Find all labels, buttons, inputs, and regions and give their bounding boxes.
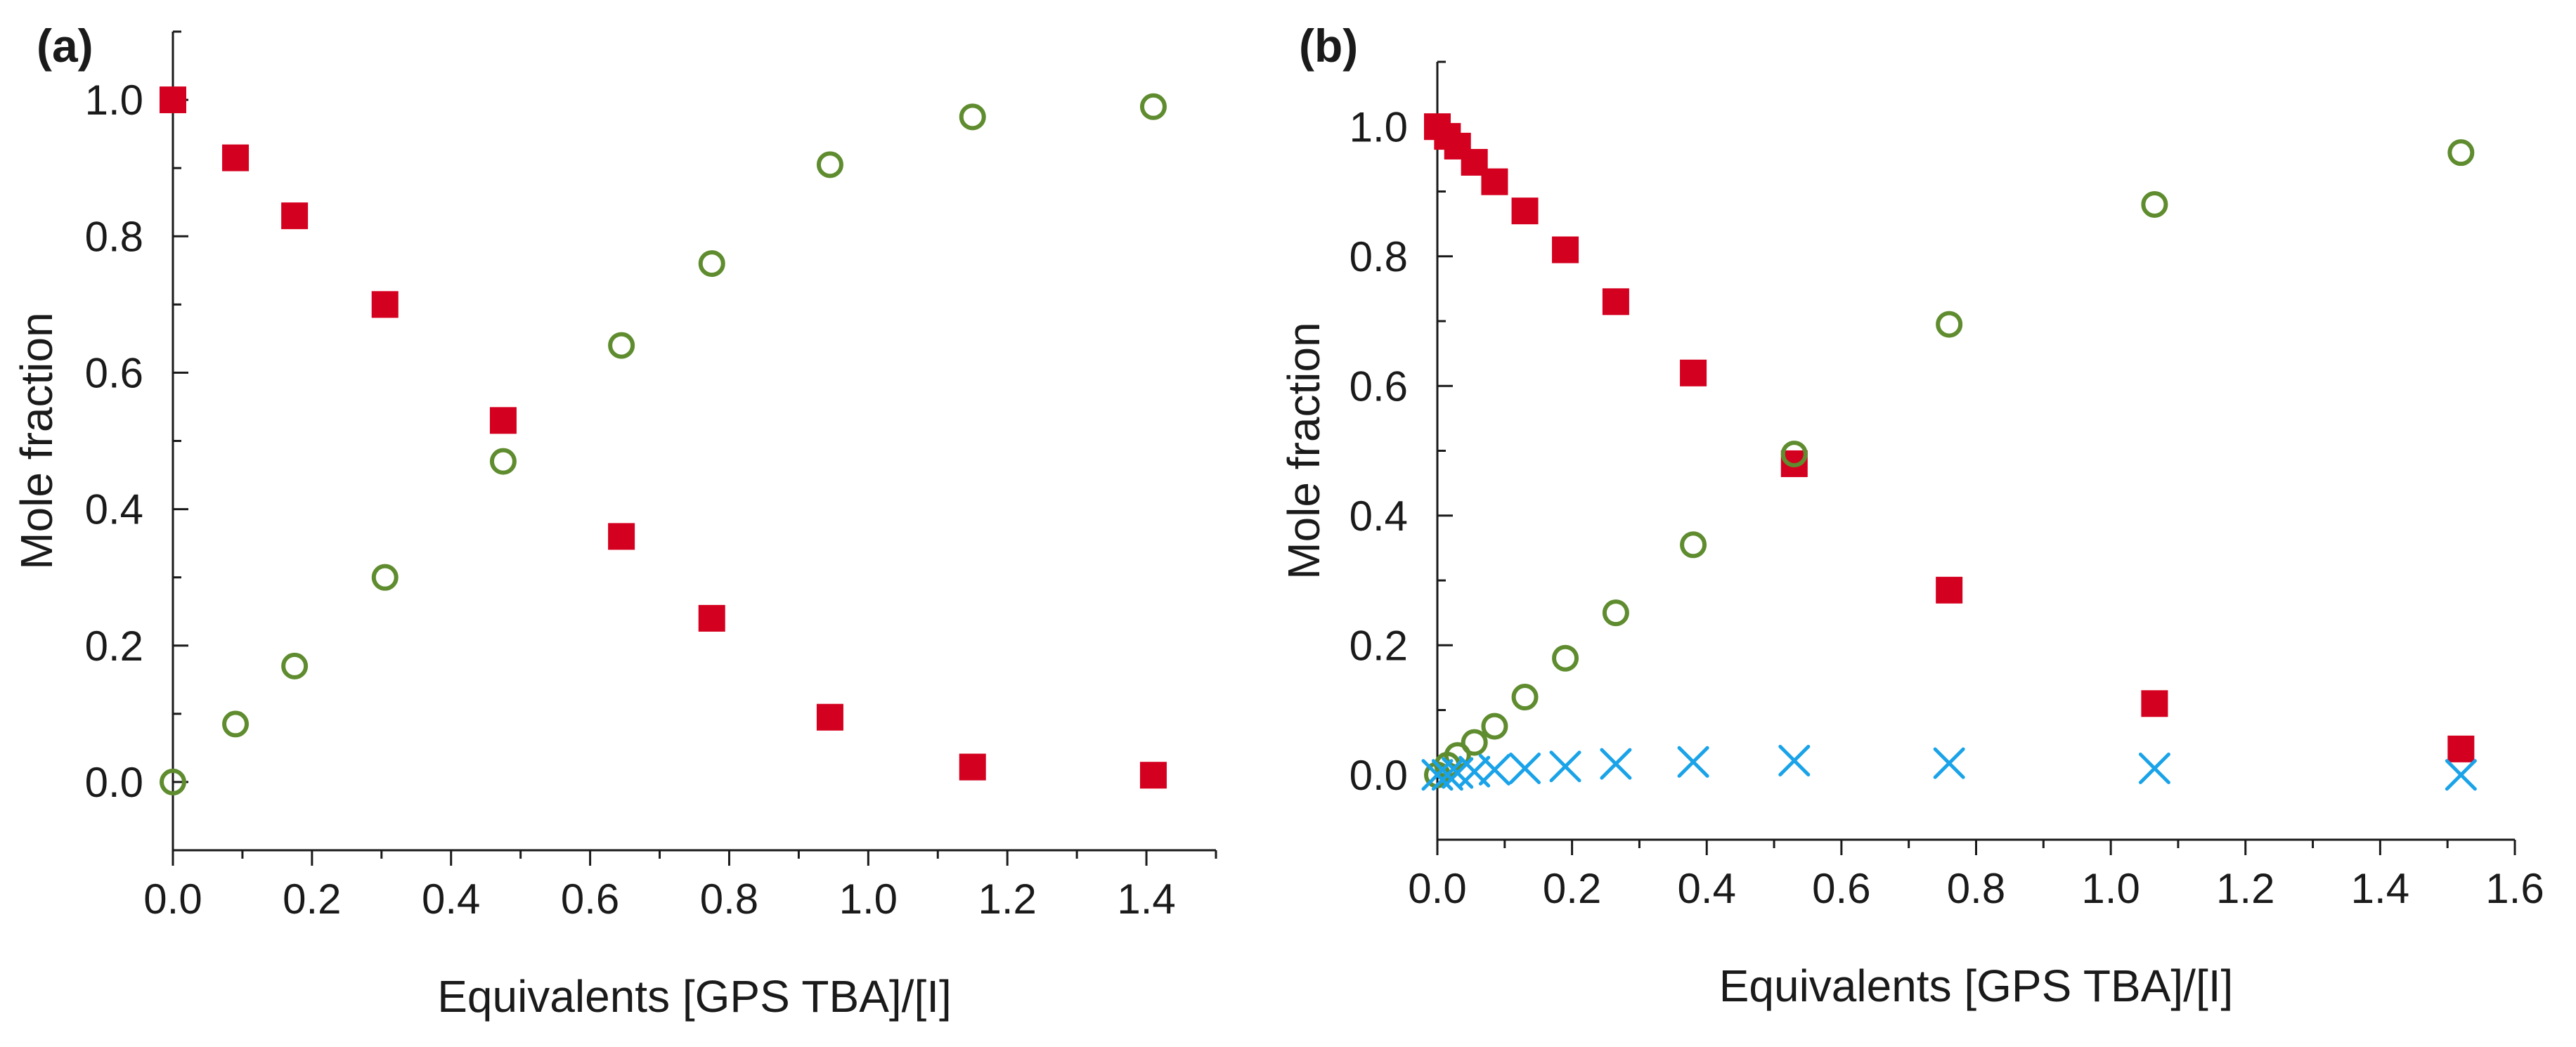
y-tick-label: 0.0 [85,759,143,806]
data-point-cross [1778,744,1811,776]
data-point-circle [816,151,843,178]
data-point-square [1511,197,1539,225]
data-point-cross [1478,753,1510,786]
data-point-square [1139,762,1167,789]
series-cross [1421,744,2477,791]
data-point-circle [371,564,399,591]
data-point-square [959,753,986,781]
data-point-circle [281,652,309,679]
data-point-square [698,604,725,632]
data-point-square [281,202,309,230]
data-point-square [816,703,843,731]
data-point-square [2447,735,2475,762]
data-point-square [222,144,250,171]
y-tick-label: 0.8 [1350,233,1408,280]
x-tick-label: 0.0 [143,876,202,923]
y-tick-label: 0.4 [85,486,143,533]
series-square [1424,113,2475,762]
x-tick-label: 0.4 [422,876,480,923]
data-point-cross [1677,746,1709,778]
data-point-square [1936,576,1963,604]
series-square [160,86,1167,789]
panel-b: (b) 0.0 0.2 0.4 0.6 0.8 1.0 1.2 1.4 1.6 0.0 0.2 0.4 0… [1279,20,2544,1011]
data-point-square [2141,690,2168,717]
data-point-cross [1431,759,1463,791]
x-tick-label: 1.0 [839,876,898,923]
data-point-circle [1511,684,1539,711]
panel-label: (b) [1299,20,1358,72]
data-point-cross [1600,748,1632,780]
data-point-cross [1549,750,1581,783]
data-point-circle [2447,139,2475,167]
data-point-circle [959,103,986,131]
y-tick-label: 0.2 [85,623,143,670]
x-axis-title: Equivalents [GPS TBA]/[I] [437,971,952,1022]
x-tick-label: 1.2 [2216,865,2274,912]
y-tick-label: 1.0 [1350,103,1408,150]
x-tick-label: 0.2 [1543,865,1601,912]
x-tick-label: 0.8 [700,876,758,923]
y-tick-label: 0.6 [85,349,143,396]
data-point-circle [608,332,635,359]
x-tick-label: 1.4 [2351,865,2409,912]
data-point-square [160,86,186,114]
data-point-circle [1481,713,1508,740]
data-point-circle [2141,190,2168,218]
data-point-cross [1509,753,1541,785]
y-tick-label: 0.6 [1350,363,1408,410]
x-axis-title: Equivalents [GPS TBA]/[I] [1719,961,2234,1011]
data-point-circle [1139,93,1167,120]
panel-label: (a) [37,20,93,72]
data-point-circle [1602,599,1629,627]
data-point-circle [1936,311,1963,338]
data-point-circle [698,250,725,278]
data-point-cross [2138,753,2170,785]
x-tick-label: 1.2 [978,876,1036,923]
series-circle [1424,139,2475,788]
data-point-circle [489,448,517,475]
data-point-circle [1780,441,1808,468]
x-tick-label: 0.0 [1408,865,1466,912]
x-tick-label: 1.4 [1117,876,1175,923]
data-point-circle [160,768,186,795]
x-tick-label: 0.6 [561,876,619,923]
y-tick-label: 1.0 [85,77,143,124]
data-point-square [1602,288,1629,316]
series-circle [160,93,1167,795]
data-point-cross [2445,759,2477,791]
panel-a: (a) 0.0 0.2 0.4 0.6 0.8 1.0 1.2 1.4 0.0 0.2 0.4 0.6 0… [11,20,1217,1022]
x-tick-label: 0.2 [283,876,341,923]
data-point-circle [1552,644,1579,672]
x-tick-label: 0.8 [1947,865,2005,912]
x-tick-label: 1.0 [2081,865,2140,912]
x-tick-label: 0.6 [1812,865,1870,912]
x-tick-label: 0.4 [1678,865,1736,912]
data-point-circle [222,710,250,738]
data-point-cross [1933,747,1965,779]
y-tick-label: 0.8 [85,213,143,260]
data-point-circle [1680,531,1707,559]
data-point-square [1552,236,1579,264]
y-tick-label: 0.2 [1350,622,1408,669]
data-point-square [1680,359,1707,386]
y-axis-title: Mole fraction [11,312,62,569]
data-point-square [1481,168,1508,195]
y-tick-label: 0.4 [1350,493,1408,540]
data-point-circle [1461,729,1488,756]
data-point-square [608,523,635,550]
y-axis-title: Mole fraction [1279,322,1329,579]
data-point-square [489,407,517,434]
y-tick-label: 0.0 [1350,752,1408,799]
x-tick-label: 1.6 [2485,865,2544,912]
data-point-square [371,291,399,318]
